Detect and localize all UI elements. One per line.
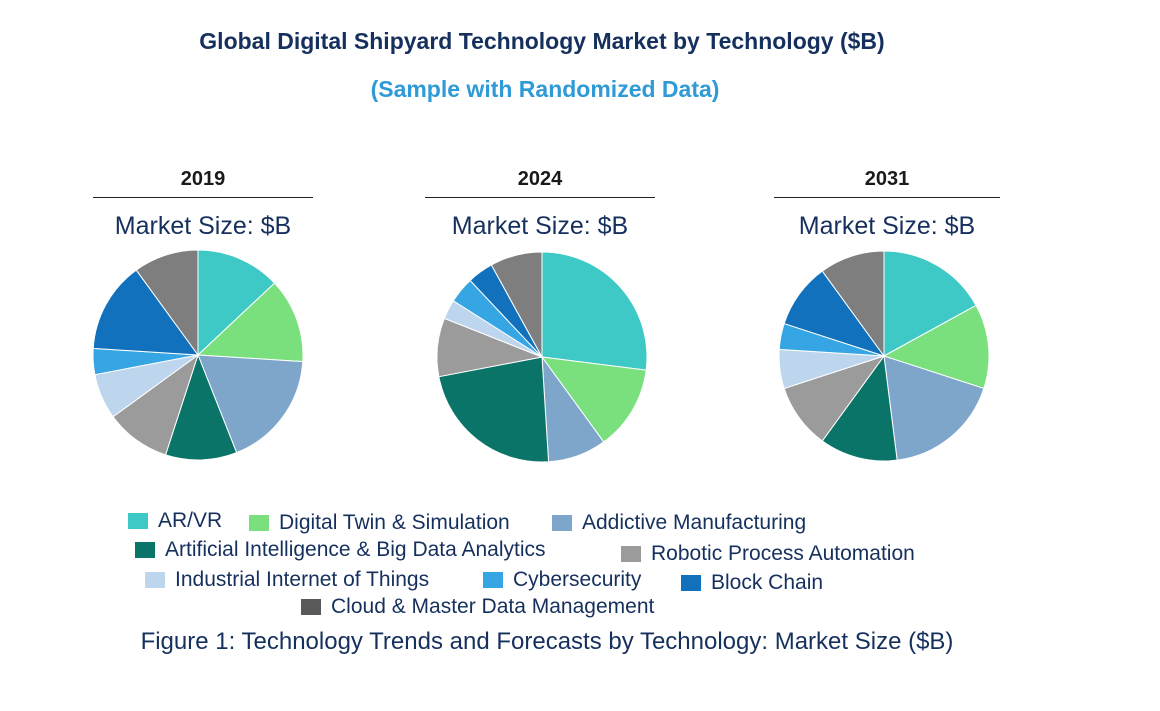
figure-caption: Figure 1: Technology Trends and Forecast… [140, 628, 954, 655]
pie-slice-digital-twin [196, 282, 304, 363]
pie-year-label: 2031 [864, 168, 910, 190]
legend-item-robotic-process-automation: Robotic Process Automation [621, 542, 915, 566]
year-divider [774, 197, 1000, 198]
legend-swatch [128, 513, 148, 529]
legend-label: Cybersecurity [513, 568, 642, 591]
pie-slice-ar-vr [541, 251, 648, 371]
market-size-label: Market Size: $B [798, 212, 976, 240]
chart-subtitle: (Sample with Randomized Data) [370, 76, 720, 102]
legend-item-iiot: Industrial Internet of Things [145, 568, 429, 592]
pie-slice-cloud-master-data [821, 250, 885, 358]
pie-slice-cloud-master-data [135, 249, 199, 357]
pie-panel-2024: 2024 Market Size: $B [425, 168, 655, 468]
pie-slice-ar-vr [197, 249, 276, 357]
pie-chart-2024 [436, 251, 648, 463]
pie-panel-2031: 2031 Market Size: $B [774, 168, 1000, 468]
legend-swatch [552, 515, 572, 531]
pie-slice-ai-big-data [438, 356, 550, 463]
legend-item-cybersecurity: Cybersecurity [483, 568, 641, 592]
market-size-label: Market Size: $B [114, 212, 292, 240]
pie-year-label: 2024 [517, 168, 563, 190]
year-divider [425, 197, 655, 198]
pie-slice-ar-vr [883, 250, 977, 357]
legend-swatch [621, 546, 641, 562]
legend-label: Addictive Manufacturing [582, 511, 807, 534]
legend-label: Digital Twin & Simulation [279, 511, 510, 534]
legend-item-ar-vr: AR/VR [128, 509, 222, 533]
pie-year-label: 2019 [180, 168, 226, 190]
legend-swatch [483, 572, 503, 588]
legend-swatch [249, 515, 269, 531]
legend-label: Industrial Internet of Things [175, 568, 430, 591]
pie-slice-cloud-master-data [490, 251, 543, 358]
pie-chart-2019 [92, 249, 304, 461]
pie-slice-digital-twin [882, 304, 990, 390]
legend-label: AR/VR [158, 509, 223, 532]
pie-slice-additive-manufacturing [883, 355, 985, 461]
legend-swatch [135, 542, 155, 558]
pie-slice-ai-big-data [821, 354, 898, 462]
legend-label: Block Chain [711, 571, 824, 594]
legend-item-digital-twin: Digital Twin & Simulation [249, 511, 510, 535]
legend-item-additive-manufacturing: Addictive Manufacturing [552, 511, 806, 535]
legend-item-ai-big-data: Artificial Intelligence & Big Data Analy… [135, 538, 546, 562]
legend-swatch [301, 599, 321, 615]
legend-label: Robotic Process Automation [651, 542, 915, 565]
pie-slice-digital-twin [540, 356, 647, 443]
pie-slice-ai-big-data [164, 353, 238, 461]
pie-slice-block-chain [92, 269, 200, 356]
pie-slice-additive-manufacturing [197, 354, 304, 454]
legend-label: Cloud & Master Data Management [331, 595, 655, 618]
chart-title: Global Digital Shipyard Technology Marke… [199, 28, 885, 54]
pie-panel-2019: 2019 Market Size: $B [93, 168, 313, 468]
market-size-label: Market Size: $B [451, 212, 629, 240]
legend-item-cloud-master-data: Cloud & Master Data Management [301, 595, 654, 619]
pie-chart-2031 [778, 250, 990, 462]
legend-swatch [681, 575, 701, 591]
legend-item-block-chain: Block Chain [681, 571, 823, 595]
legend-label: Artificial Intelligence & Big Data Analy… [165, 538, 546, 561]
legend-swatch [145, 572, 165, 588]
year-divider [93, 197, 313, 198]
